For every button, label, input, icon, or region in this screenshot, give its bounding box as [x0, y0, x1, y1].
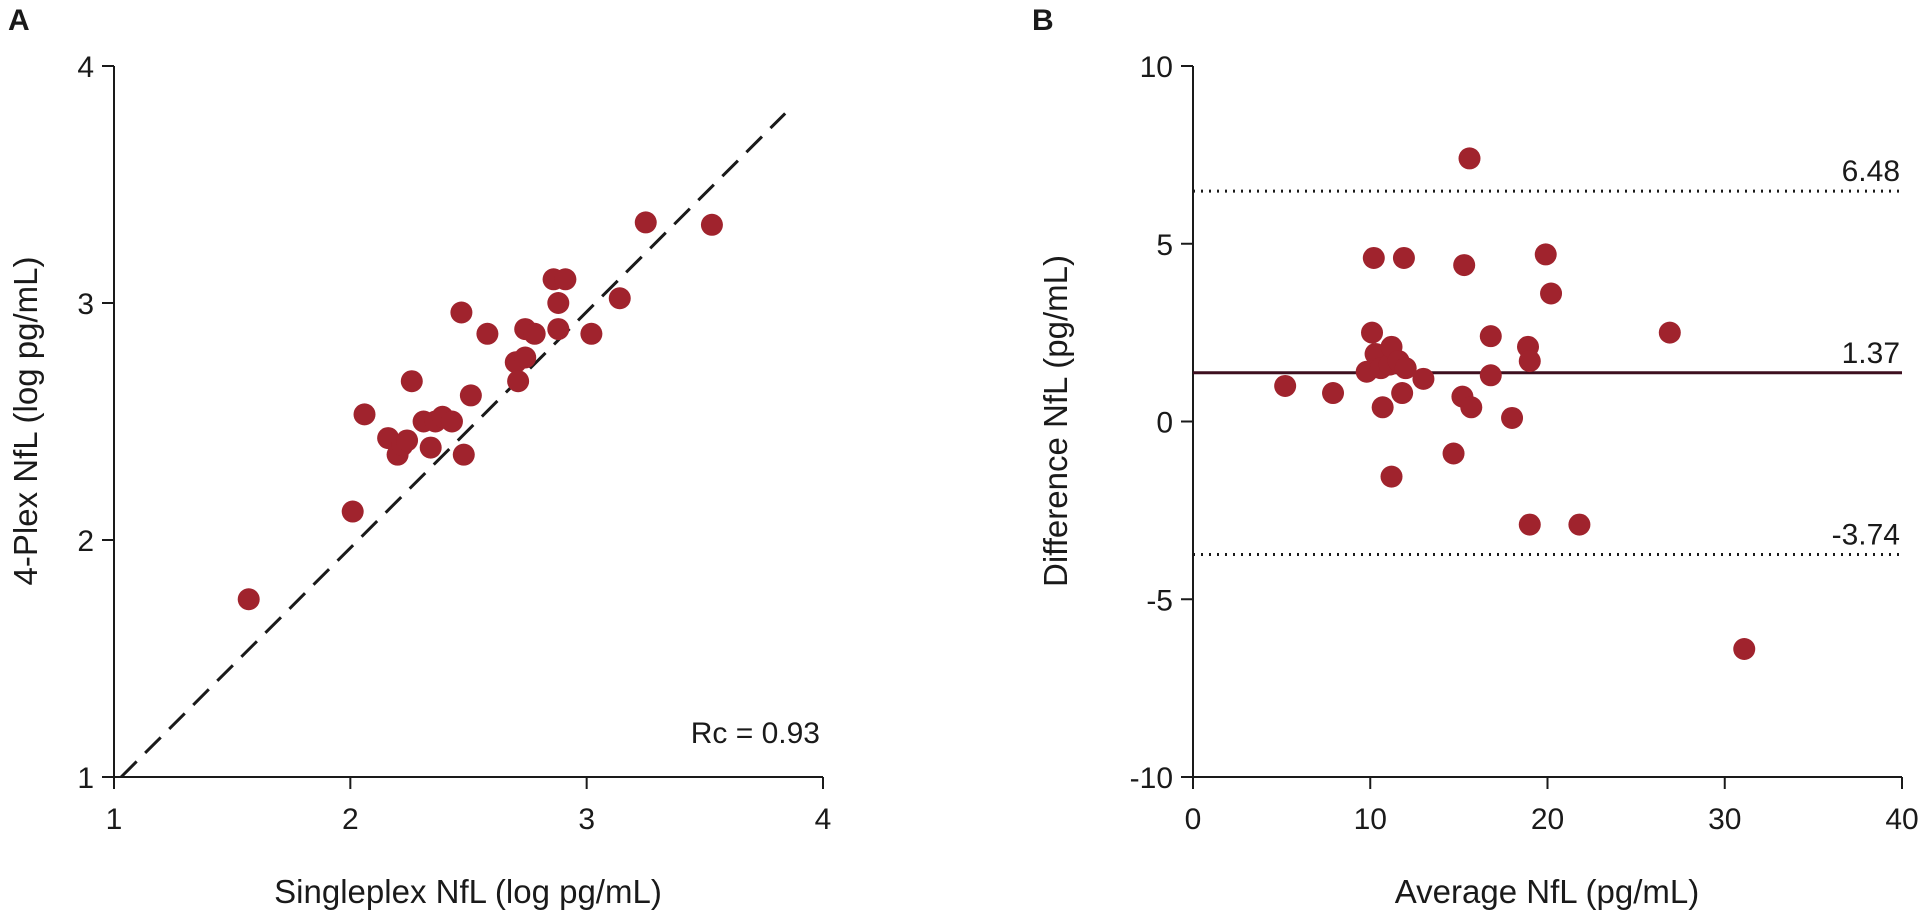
panel-a: A 1 2 3 4 1 2 3 4 Rc = 0.93 Singleplex NfL (log…	[7, 4, 831, 910]
panel-b-x-tick-label: 40	[1885, 803, 1918, 836]
panel-a-data-point	[507, 370, 530, 393]
panel-a-data-point	[634, 211, 657, 234]
panel-b-data-point	[1534, 243, 1557, 266]
panel-b-y-tick-label: 5	[1156, 229, 1173, 262]
panel-b-data-point	[1518, 350, 1541, 373]
panel-a-data-point	[440, 410, 463, 433]
panel-b-ref-line-label: -3.74	[1832, 518, 1900, 551]
panel-a-data-point	[547, 292, 570, 314]
panel-a-data-point	[700, 213, 723, 236]
panel-b-data-point	[1391, 382, 1414, 405]
panel-b-x-axis-title: Average NfL (pg/mL)	[1395, 873, 1699, 910]
panel-a-y-tick-label: 2	[77, 525, 94, 558]
panel-a-data-point	[450, 301, 473, 324]
panel-b: B 0 10 20 30 40 -10 -5 0 5 10 6.48 1.37 -3.74 Avera…	[1032, 4, 1919, 910]
panel-b-x-tick-label: 10	[1354, 803, 1387, 836]
panel-b-data-point	[1274, 374, 1297, 397]
panel-b-data-point	[1322, 382, 1345, 405]
panel-a-data-point	[419, 436, 442, 459]
panel-b-y-axis-title: Difference NfL (pg/mL)	[1037, 255, 1074, 587]
panel-a-x-tick-label: 1	[106, 803, 123, 836]
panel-a-letter: A	[8, 4, 30, 37]
panel-b-data-point	[1380, 465, 1403, 488]
panel-b-data-point	[1460, 396, 1483, 419]
panel-b-data-point	[1362, 246, 1385, 269]
panel-a-data-point	[341, 500, 364, 523]
panel-a-x-axis-title: Singleplex NfL (log pg/mL)	[274, 873, 662, 910]
panel-b-data-point	[1479, 364, 1502, 387]
panel-b-points	[1274, 147, 1756, 661]
panel-b-x-tick-label: 20	[1531, 803, 1564, 836]
panel-b-reference-lines: 6.48 1.37 -3.74	[1193, 155, 1902, 556]
panel-a-y-tick-label: 3	[77, 288, 94, 321]
panel-b-data-point	[1392, 246, 1415, 269]
panel-b-data-point	[1658, 321, 1681, 344]
panel-b-letter: B	[1032, 4, 1054, 37]
panel-a-data-point	[400, 370, 423, 393]
panel-a-identity-line	[120, 112, 787, 779]
panel-a-y-tick-label: 1	[77, 762, 94, 795]
panel-b-x-tick-label: 30	[1708, 803, 1741, 836]
panel-a-data-point	[514, 346, 537, 369]
panel-a-data-point	[452, 443, 475, 466]
panel-b-data-point	[1501, 406, 1524, 429]
panel-a-x-tick-label: 4	[815, 803, 832, 836]
panel-b-data-point	[1518, 513, 1541, 536]
panel-a-x-tick-label: 3	[578, 803, 595, 836]
panel-b-data-point	[1568, 513, 1591, 536]
panel-a-y-tick-label: 4	[77, 51, 94, 84]
panel-b-data-point	[1412, 367, 1435, 390]
panel-b-ref-line-label: 1.37	[1842, 337, 1900, 370]
panel-a-data-point	[554, 268, 577, 291]
panel-a-data-point	[353, 403, 376, 426]
panel-b-data-point	[1540, 282, 1563, 305]
panel-a-x-tick-label: 2	[342, 803, 359, 836]
panel-b-x-tick-label: 0	[1185, 803, 1202, 836]
panel-b-data-point	[1458, 147, 1481, 170]
panel-a-data-point	[459, 384, 482, 407]
panel-a-data-point	[580, 322, 603, 345]
panel-a-rc-annotation: Rc = 0.93	[691, 717, 820, 750]
panel-a-data-point	[523, 322, 546, 345]
panel-a-data-point	[608, 287, 631, 310]
panel-b-data-point	[1394, 357, 1417, 380]
panel-b-y-tick-label: 10	[1140, 51, 1173, 84]
panel-b-data-point	[1453, 254, 1476, 277]
panel-a-data-point	[476, 322, 499, 345]
panel-b-data-point	[1442, 442, 1465, 465]
panel-b-data-point	[1361, 321, 1384, 344]
panel-b-data-point	[1371, 396, 1394, 419]
panel-a-data-point	[237, 588, 260, 611]
panel-b-data-point	[1479, 325, 1502, 348]
panel-b-y-tick-label: 0	[1156, 407, 1173, 440]
panel-b-data-point	[1733, 638, 1756, 661]
panel-a-y-axis-title: 4-Plex NfL (log pg/mL)	[7, 257, 44, 586]
panel-a-data-point	[396, 429, 419, 452]
panel-b-y-tick-label: -10	[1130, 762, 1173, 795]
panel-a-ticks: 1 2 3 4 1 2 3 4	[77, 51, 831, 836]
panel-a-data-point	[547, 318, 570, 341]
panel-b-ticks: 0 10 20 30 40 -10 -5 0 5 10	[1130, 51, 1919, 836]
panel-b-y-tick-label: -5	[1146, 584, 1173, 617]
panel-a-points	[237, 211, 723, 611]
panel-b-ref-line-label: 6.48	[1842, 155, 1900, 188]
